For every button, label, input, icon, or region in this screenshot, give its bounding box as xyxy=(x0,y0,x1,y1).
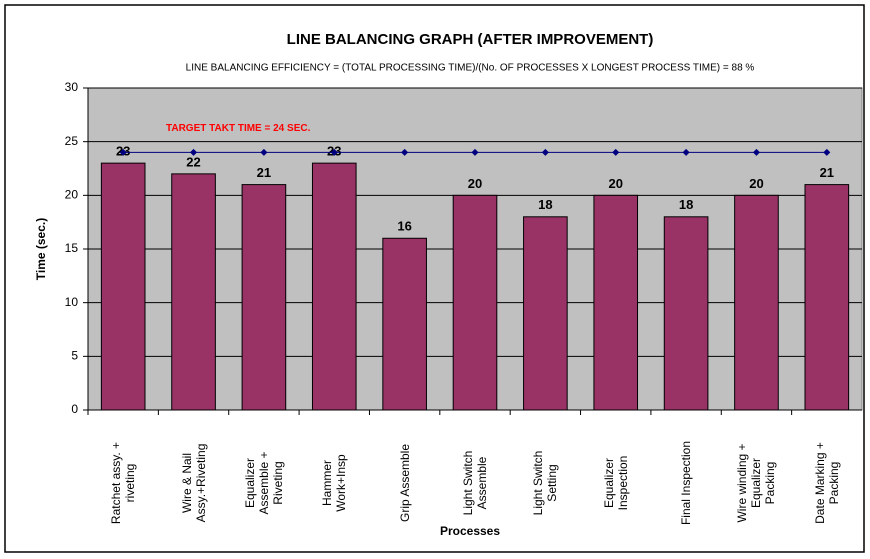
target-marker xyxy=(612,148,620,156)
bar xyxy=(452,194,498,411)
x-tick-label: Equalizer Assemble + Riveting xyxy=(242,451,285,515)
y-tick-label: 15 xyxy=(65,241,79,255)
x-tick-label: Light Switch Assemble xyxy=(461,450,489,516)
data-label: 18 xyxy=(679,197,693,212)
bar xyxy=(382,237,427,411)
data-label: 20 xyxy=(608,176,622,191)
data-label: 20 xyxy=(749,176,763,191)
x-tick-label: Date Marking + Packing xyxy=(812,442,841,524)
y-tick-label: 25 xyxy=(65,134,79,148)
target-marker xyxy=(401,148,409,156)
bar xyxy=(100,162,146,411)
bar xyxy=(523,216,568,411)
data-label: 20 xyxy=(468,176,482,191)
y-tick-label: 20 xyxy=(65,188,79,202)
x-tick-label: Light Switch Setting xyxy=(531,450,560,516)
data-label: 21 xyxy=(257,165,271,180)
x-tick-label: Final Inspection xyxy=(679,440,694,526)
x-tick-label: Equalizer Inspection xyxy=(601,455,630,511)
y-tick-label: 30 xyxy=(65,80,79,94)
bar xyxy=(241,184,287,411)
target-marker xyxy=(330,148,338,156)
data-label: 22 xyxy=(186,154,200,169)
y-tick-label: 5 xyxy=(71,349,78,363)
annotation: TARGET TAKT TIME = 24 SEC. xyxy=(166,123,311,134)
bar xyxy=(804,184,850,411)
target-marker xyxy=(190,148,198,156)
target-marker xyxy=(119,148,127,156)
chart-subtitle: LINE BALANCING EFFICIENCY = (TOTAL PROCE… xyxy=(186,63,755,74)
bar xyxy=(171,173,216,411)
y-axis-title: Time (sec.) xyxy=(34,218,48,280)
data-label: 16 xyxy=(397,219,411,234)
x-tick-label: Hammer Work+Insp xyxy=(320,454,349,512)
data-label: 18 xyxy=(538,197,552,212)
target-marker xyxy=(471,148,479,156)
y-tick-label: 10 xyxy=(65,295,79,309)
bar xyxy=(734,194,779,411)
bar xyxy=(311,162,357,411)
bar xyxy=(593,194,639,411)
target-marker xyxy=(752,148,760,156)
data-label: 21 xyxy=(820,165,834,180)
x-axis-title: Processes xyxy=(440,524,500,538)
target-marker xyxy=(541,148,549,156)
target-marker xyxy=(682,148,690,156)
x-tick-label: Wire & Nail Assy.+Riveting xyxy=(179,443,208,523)
x-tick-label: Grip Assemble xyxy=(397,443,412,523)
x-tick-label: Ratchet assy. + riveting xyxy=(109,441,138,525)
y-tick-label: 0 xyxy=(71,402,78,416)
chart-title: LINE BALANCING GRAPH (AFTER IMPROVEMENT) xyxy=(287,31,654,48)
x-tick-label: Wire winding + Equalizer Packing xyxy=(735,443,778,523)
bar xyxy=(663,216,709,411)
target-marker xyxy=(823,148,831,156)
target-marker xyxy=(260,148,268,156)
